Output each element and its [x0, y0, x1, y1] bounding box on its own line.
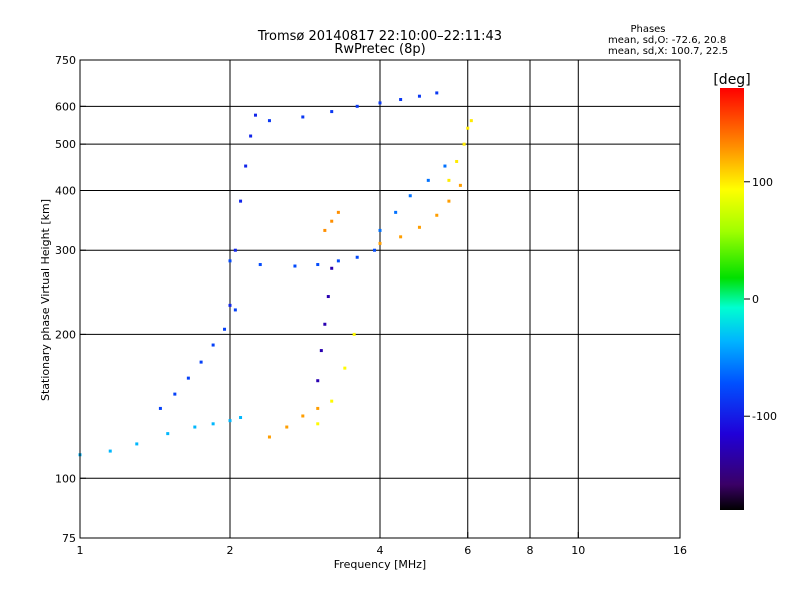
chart-subtitle: RwPretec (8p)	[334, 42, 425, 57]
echo-point	[211, 422, 215, 426]
y-tick-label: 400	[55, 184, 76, 197]
echo-point	[408, 194, 412, 198]
echo-point	[223, 327, 227, 331]
echo-point	[193, 425, 197, 429]
echo-point	[211, 343, 215, 347]
echo-point	[301, 414, 305, 418]
echo-point	[285, 425, 289, 429]
colorbar-ticks: 100 0 -100	[744, 176, 777, 423]
echo-point	[316, 379, 320, 383]
colorbar	[720, 88, 744, 510]
echo-point	[447, 199, 451, 203]
x-tick-label: 8	[527, 544, 534, 557]
echo-point	[319, 349, 323, 353]
echo-point	[135, 442, 139, 446]
echo-point	[301, 115, 305, 119]
chart-title: Tromsø 20140817 22:10:00–22:11:43	[257, 29, 502, 44]
colorbar-tick-label: -100	[752, 410, 777, 423]
echo-point	[158, 406, 162, 410]
y-tick-label: 300	[55, 244, 76, 257]
echo-point	[316, 406, 320, 410]
y-tick-label: 200	[55, 328, 76, 341]
echo-point	[108, 449, 112, 453]
echo-point	[443, 164, 447, 168]
echo-point	[466, 126, 470, 130]
echo-point	[394, 210, 398, 214]
y-tick-label: 600	[55, 100, 76, 113]
echo-point	[399, 98, 403, 102]
echo-point	[373, 248, 377, 252]
echo-point	[323, 322, 327, 326]
echo-point	[330, 399, 334, 403]
echo-point	[326, 295, 330, 299]
echo-point	[267, 435, 271, 439]
echo-point	[343, 366, 347, 370]
echo-point	[355, 104, 359, 108]
echo-point	[173, 392, 177, 396]
stats-x: mean, sd,X: 100.7, 22.5	[608, 46, 728, 57]
echo-point	[199, 360, 203, 364]
echo-point	[447, 178, 451, 182]
echo-point	[186, 376, 190, 380]
echo-point	[267, 119, 271, 123]
colorbar-tick-label: 100	[752, 176, 773, 189]
grid	[80, 60, 680, 538]
echo-point	[228, 303, 232, 307]
y-tick-label: 75	[62, 532, 76, 545]
echo-point	[258, 263, 262, 267]
echo-point	[417, 94, 421, 98]
y-tick-label: 500	[55, 138, 76, 151]
stats-heading: Phases	[630, 24, 665, 35]
echo-point	[228, 259, 232, 263]
echo-point	[244, 164, 248, 168]
echo-point	[435, 213, 439, 217]
x-tick-label: 1	[77, 544, 84, 557]
echo-point	[253, 113, 257, 117]
echo-point	[458, 183, 462, 187]
echo-point	[228, 419, 232, 423]
echo-point	[166, 432, 170, 436]
x-axis-label: Frequency [MHz]	[334, 558, 426, 571]
echo-point	[336, 259, 340, 263]
y-axis-label: Stationary phase Virtual Height [km]	[39, 199, 52, 401]
echo-point	[249, 134, 253, 138]
axis-ticks: 1 2 4 6 8 10 16 75 100 200 300 400 500 600 750	[55, 54, 687, 557]
echo-point	[330, 219, 334, 223]
colorbar-label: [deg]	[713, 72, 750, 88]
echo-point	[316, 263, 320, 267]
echo-point	[336, 210, 340, 214]
echo-point	[469, 119, 473, 123]
echo-point	[239, 416, 243, 420]
echo-point	[323, 228, 327, 232]
echo-point	[378, 241, 382, 245]
echo-point	[355, 255, 359, 259]
echo-point	[293, 264, 297, 268]
x-tick-label: 6	[464, 544, 471, 557]
echo-point	[233, 248, 237, 252]
x-tick-label: 10	[571, 544, 585, 557]
colorbar-tick-label: 0	[752, 293, 759, 306]
x-tick-label: 16	[673, 544, 687, 557]
echo-point	[399, 235, 403, 239]
echo-point	[462, 142, 466, 146]
echo-point	[316, 422, 320, 426]
echo-point	[239, 199, 243, 203]
data-points	[78, 91, 473, 457]
echo-point	[417, 225, 421, 229]
echo-point	[426, 178, 430, 182]
echo-point	[378, 101, 382, 105]
echo-point	[330, 110, 334, 114]
stats-o: mean, sd,O: -72.6, 20.8	[608, 35, 726, 46]
x-tick-label: 4	[377, 544, 384, 557]
echo-point	[378, 228, 382, 232]
echo-point	[330, 266, 334, 270]
echo-point	[233, 308, 237, 312]
y-tick-label: 750	[55, 54, 76, 67]
echo-point	[435, 91, 439, 95]
x-tick-label: 2	[227, 544, 234, 557]
echo-point	[455, 159, 459, 163]
echo-point	[352, 332, 356, 336]
y-tick-label: 100	[55, 472, 76, 485]
